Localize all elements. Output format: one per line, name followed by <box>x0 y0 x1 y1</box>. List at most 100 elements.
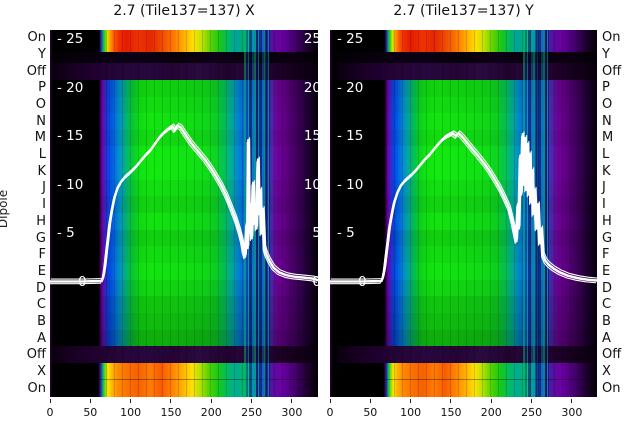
x-tick-label: 250 <box>241 406 263 419</box>
inner-scale-label: - 15 <box>57 128 84 145</box>
x-tick-label: 50 <box>363 406 378 419</box>
dipole-label-left-n: N <box>36 113 46 129</box>
dipole-label-left-m: M <box>34 130 46 146</box>
dipole-label-left-x: X <box>37 363 46 379</box>
dipole-label-left-o: O <box>35 97 46 113</box>
x-tick <box>329 399 331 403</box>
inner-scale-label-right: 0 <box>312 274 318 290</box>
inner-scale-label-right: 10 <box>303 176 318 193</box>
bandpass-curve-x <box>50 122 318 285</box>
dipole-label-right-a: A <box>602 330 611 346</box>
x-tick-label: 0 <box>326 406 334 419</box>
heatmap-row-y <box>50 51 318 64</box>
dipole-label-left-p: P <box>38 80 46 96</box>
x-tick <box>291 399 293 403</box>
channel-texture <box>330 30 597 397</box>
panel-title-x: 2.7 (Tile137=137) X <box>113 3 255 19</box>
x-tick-label: 0 <box>46 406 54 419</box>
dipole-label-left-h: H <box>36 213 46 229</box>
channel-texture <box>50 30 318 397</box>
dipole-label-right-f: F <box>602 247 610 263</box>
dipole-label-right-h: H <box>602 213 612 229</box>
dipole-label-right-c: C <box>602 297 612 313</box>
x-tick <box>210 399 212 403</box>
x-tick <box>130 399 132 403</box>
x-tick-label: 250 <box>521 406 543 419</box>
vertical-line <box>265 30 268 397</box>
inner-scale-label: - 10 <box>337 176 364 193</box>
dipole-label-left-on: On <box>27 30 46 46</box>
inner-scale-label: - 5 <box>57 225 75 242</box>
dipole-label-left-j: J <box>42 180 46 196</box>
x-tick <box>89 399 91 403</box>
heatmap-panel-y: - 25 - 20 - 15 - 10 - 5 0 <box>330 30 597 397</box>
dipole-label-right-off: Off <box>602 347 622 363</box>
dipole-label-left-c: C <box>36 297 46 313</box>
dipole-label-right-l: L <box>602 147 610 163</box>
inner-scale-label: - 20 <box>337 79 364 96</box>
dipole-label-right-on: On <box>602 30 621 46</box>
dipole-label-right-x: X <box>602 363 611 379</box>
x-tick-label: 200 <box>200 406 222 419</box>
x-tick-label: 200 <box>480 406 502 419</box>
dipole-label-right-p: P <box>602 80 610 96</box>
x-tick-label: 300 <box>281 406 303 419</box>
panel-title-y: 2.7 (Tile137=137) Y <box>393 3 534 19</box>
x-tick <box>490 399 492 403</box>
inner-scale-label: - 25 <box>57 30 84 47</box>
dipole-label-right-m: M <box>602 130 614 146</box>
inner-scale-label: 0 <box>78 274 87 290</box>
x-tick-label: 150 <box>160 406 182 419</box>
x-tick <box>531 399 533 403</box>
x-tick <box>170 399 172 403</box>
x-tick <box>251 399 253 403</box>
left-spine <box>330 30 332 397</box>
dipole-label-right-y: Y <box>602 47 610 63</box>
dipole-label-right-i: I <box>602 197 606 213</box>
dipole-label-left-b: B <box>37 313 46 329</box>
dipole-label-left-k: K <box>37 163 46 179</box>
x-tick-label: 100 <box>400 406 422 419</box>
dipole-label-left-e: E <box>37 263 46 279</box>
dipole-label-right-e: E <box>602 263 611 279</box>
x-tick <box>49 399 51 403</box>
inner-scale-label-right: 15 <box>303 128 318 145</box>
dipole-label-right-n: N <box>602 113 612 129</box>
inner-scale-label: - 15 <box>337 128 364 145</box>
inner-scale-label: - 10 <box>57 176 84 193</box>
left-spine <box>50 30 52 397</box>
x-tick-label: 150 <box>440 406 462 419</box>
dipole-label-left-i: I <box>42 197 46 213</box>
x-tick <box>369 399 371 403</box>
dipole-label-right-on: On <box>602 380 621 396</box>
dipole-label-left-g: G <box>35 230 46 246</box>
heatmap-row-y <box>336 51 597 64</box>
dipole-label-left-l: L <box>38 147 46 163</box>
dipole-label-left-off: Off <box>26 347 46 363</box>
x-tick <box>410 399 412 403</box>
dipole-label-right-g: G <box>602 230 613 246</box>
inner-scale-label: - 25 <box>337 30 364 47</box>
inner-scale-label: 0 <box>358 274 367 290</box>
dipole-label-left-y: Y <box>38 47 46 63</box>
heatmap-panel-x: - 25 25 - 20 20 - 15 15 - 10 10 - 5 5 0 0 <box>50 30 318 397</box>
inner-scale-label-right: 25 <box>303 30 318 47</box>
x-tick-label: 50 <box>83 406 98 419</box>
inner-scale-label: - 20 <box>57 79 84 96</box>
dipole-label-right-o: O <box>602 97 613 113</box>
dipole-label-left-on: On <box>27 380 46 396</box>
bandpass-curve-y <box>330 130 597 285</box>
x-tick <box>450 399 452 403</box>
dipole-label-right-d: D <box>602 280 613 296</box>
x-tick-label: 300 <box>561 406 583 419</box>
x-tick <box>571 399 573 403</box>
dipole-label-right-off: Off <box>602 63 622 79</box>
dipole-label-left-f: F <box>38 247 46 263</box>
dipole-label-right-j: J <box>602 180 606 196</box>
dipole-label-left-a: A <box>37 330 46 346</box>
dipole-label-right-b: B <box>602 313 611 329</box>
x-tick-label: 100 <box>120 406 142 419</box>
dipole-label-left-off: Off <box>26 63 46 79</box>
inner-scale-label: - 5 <box>337 225 355 242</box>
